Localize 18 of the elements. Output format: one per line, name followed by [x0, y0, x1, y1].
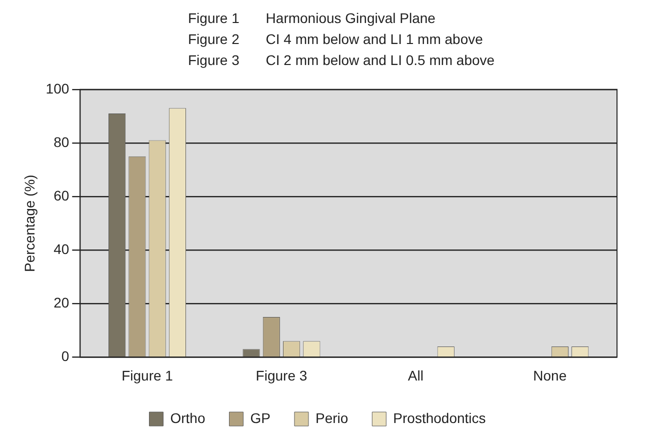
caption: Figure 2 CI 4 mm below and LI 1 mm above [188, 30, 484, 49]
caption: Figure 1 Harmonious Gingival Plane [188, 9, 436, 28]
y-tick-label: 80 [54, 134, 70, 150]
x-tick-label: Figure 3 [256, 367, 308, 384]
y-tick-label: 20 [54, 294, 70, 310]
y-tick-label: 60 [54, 187, 70, 204]
x-tick-label: Figure 1 [122, 367, 174, 384]
legend-label: Prosthodontics [393, 410, 486, 426]
y-tick-label: 100 [46, 80, 70, 96]
caption: Figure 3 CI 2 mm below and LI 0.5 mm above [188, 51, 496, 70]
x-tick-label: All [408, 367, 424, 384]
y-tick-label: 0 [61, 348, 70, 364]
legend-label: Ortho [170, 410, 206, 426]
x-tick-label: None [533, 367, 567, 384]
legend-label: Perio [315, 410, 348, 426]
legend-label: GP [250, 410, 270, 426]
y-tick-label: 40 [54, 240, 70, 257]
y-axis-title: Percentage (%) [21, 174, 38, 272]
